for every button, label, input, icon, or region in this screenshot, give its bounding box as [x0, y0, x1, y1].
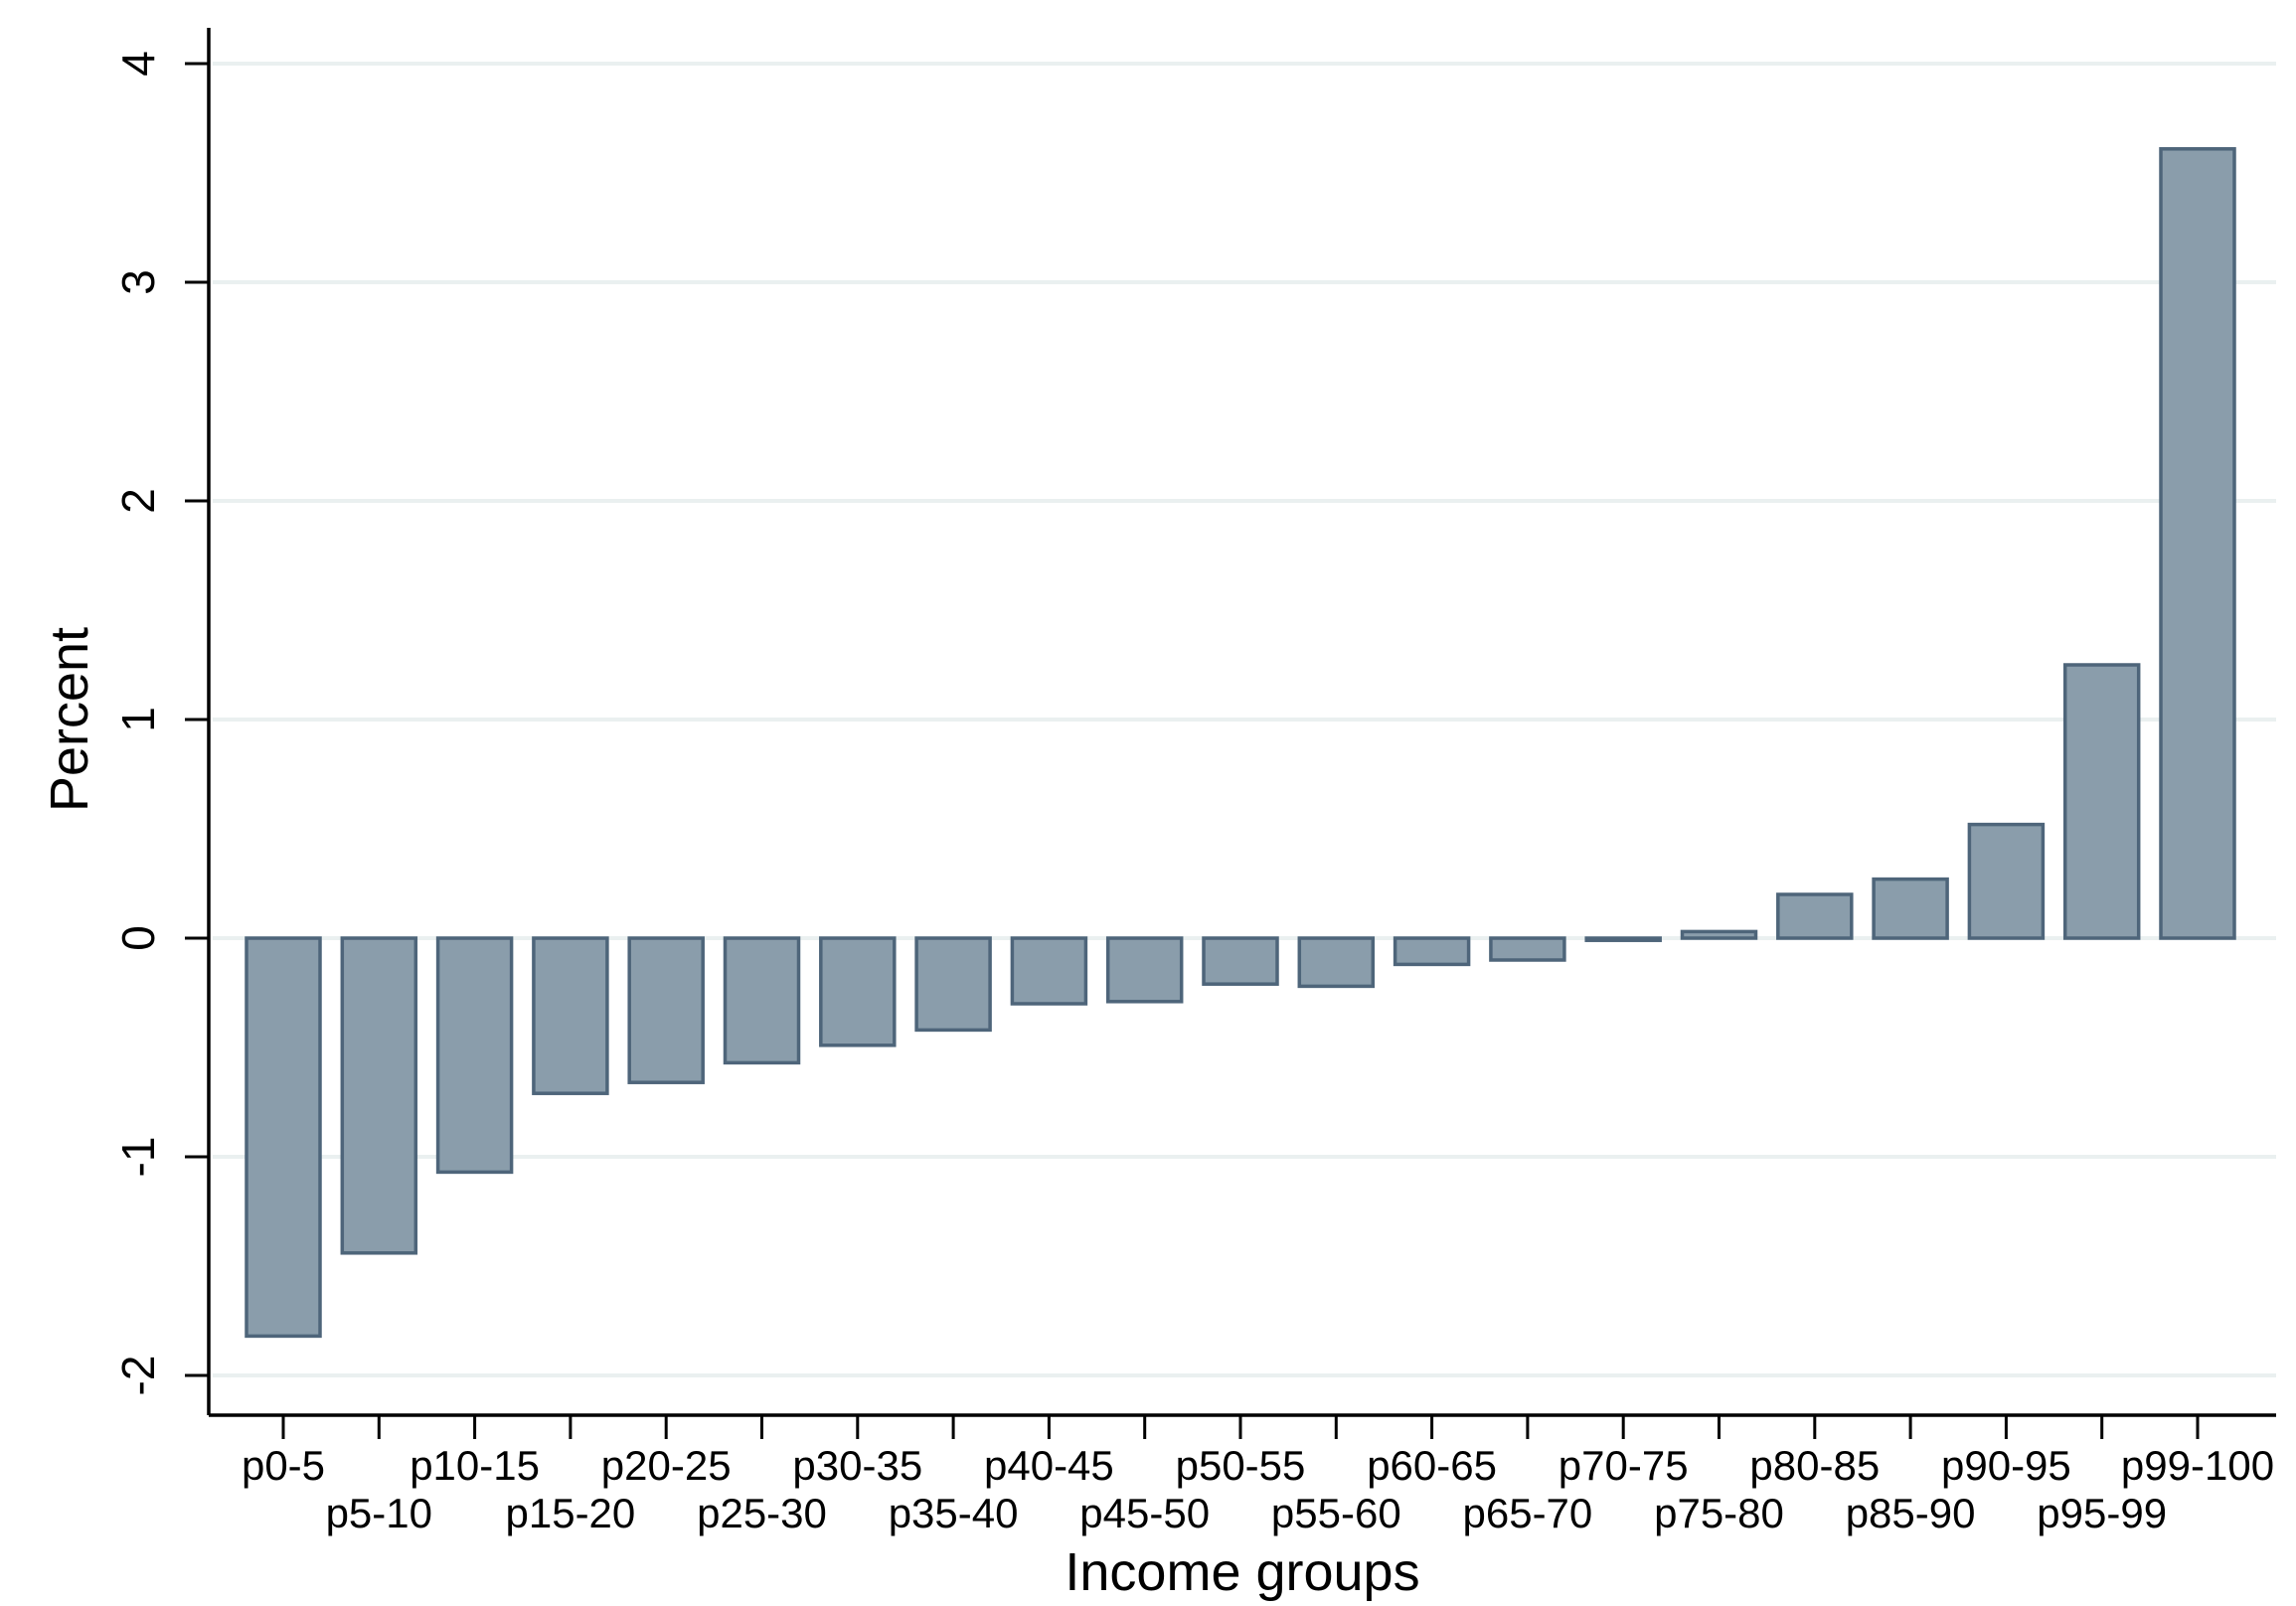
y-axis-title: Percent: [40, 627, 99, 812]
x-tick-label: p50-55: [1176, 1442, 1306, 1489]
x-tick-label: p20-25: [601, 1442, 732, 1489]
bar-p0-5: [245, 936, 322, 1339]
x-tick-label: p95-99: [2037, 1490, 2167, 1536]
x-tick-label: p65-70: [1463, 1490, 1593, 1536]
y-tick-label: -1: [112, 1137, 164, 1178]
y-tick-label: 2: [112, 488, 164, 514]
x-tick-label: p60-65: [1367, 1442, 1497, 1489]
bar-p55-60: [1297, 936, 1376, 989]
bar-p80-85: [1776, 892, 1854, 940]
bar-p75-80: [1680, 929, 1758, 940]
bar-p25-30: [723, 936, 801, 1065]
x-tick-label: p5-10: [326, 1490, 432, 1536]
x-tick-label: p99-100: [2121, 1442, 2274, 1489]
bar-p20-25: [627, 936, 705, 1084]
bar-p65-70: [1489, 936, 1566, 962]
x-tick-label: p40-45: [984, 1442, 1114, 1489]
x-tick-label: p30-35: [792, 1442, 922, 1489]
bar-p10-15: [435, 936, 514, 1175]
x-tick-label: p35-40: [889, 1490, 1019, 1536]
grid-lines: [213, 62, 2276, 1377]
x-tick-label: p55-60: [1271, 1490, 1401, 1536]
bar-p85-90: [1872, 877, 1949, 940]
y-tick-label: 3: [112, 269, 164, 295]
y-ticks: -2 -1 0 1 2 3 4: [112, 51, 209, 1395]
x-tick-label: p75-80: [1654, 1490, 1784, 1536]
axes: [207, 28, 2276, 1417]
bar-p15-20: [532, 936, 609, 1095]
x-tick-label: p85-90: [1846, 1490, 1976, 1536]
bar-p40-45: [1010, 936, 1088, 1006]
bar-p30-35: [819, 936, 897, 1047]
bar-p35-40: [914, 936, 992, 1033]
x-tick-label: p45-50: [1079, 1490, 1210, 1536]
y-tick-label: 4: [112, 51, 164, 77]
x-tick-label: p10-15: [410, 1442, 540, 1489]
bars: [245, 147, 2236, 1339]
bar-p45-50: [1105, 936, 1184, 1004]
bar-p95-99: [2062, 663, 2141, 940]
bar-p99-100: [2159, 147, 2236, 940]
x-ticks: p0-5p5-10p10-15p15-20p20-25p25-30p30-35p…: [242, 1415, 2274, 1536]
bar-p5-10: [340, 936, 418, 1255]
y-tick-label: -2: [112, 1356, 164, 1396]
x-tick-label: p25-30: [697, 1490, 827, 1536]
y-tick-label: 0: [112, 925, 164, 951]
y-tick-label: 1: [112, 707, 164, 732]
bar-p60-65: [1393, 936, 1471, 967]
x-tick-label: p0-5: [242, 1442, 325, 1489]
x-axis-title: Income groups: [1065, 1542, 1419, 1602]
bar-p70-75: [1584, 936, 1662, 942]
bar-p90-95: [1967, 822, 2046, 940]
x-tick-label: p70-75: [1558, 1442, 1689, 1489]
x-tick-label: p90-95: [1941, 1442, 2071, 1489]
x-tick-label: p80-85: [1749, 1442, 1880, 1489]
bar-p50-55: [1202, 936, 1279, 986]
x-tick-label: p15-20: [506, 1490, 636, 1536]
